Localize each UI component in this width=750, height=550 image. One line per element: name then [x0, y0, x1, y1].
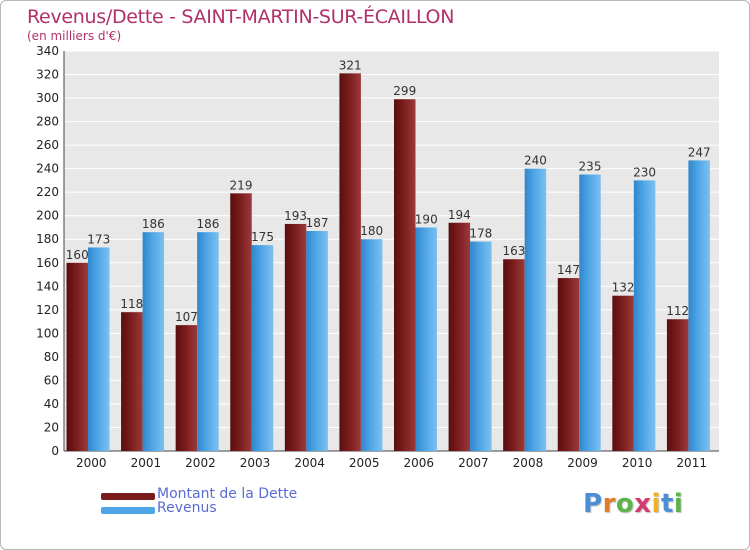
y-tick-label: 0	[51, 444, 59, 458]
bar-revenus	[415, 227, 437, 451]
x-tick-label: 2007	[458, 456, 489, 470]
bar-revenus	[688, 160, 710, 452]
data-label: 230	[633, 165, 656, 179]
x-tick-label: 2003	[240, 456, 271, 470]
bar-revenus	[524, 168, 547, 451]
data-label: 180	[360, 224, 383, 238]
data-label: 299	[393, 84, 416, 98]
x-tick-label: 2008	[513, 456, 544, 470]
y-tick-label: 20	[44, 420, 59, 434]
y-tick-label: 100	[36, 326, 59, 340]
x-tick-label: 2002	[185, 456, 216, 470]
data-label: 107	[175, 310, 198, 324]
bar-dette	[612, 295, 634, 451]
data-label: 193	[284, 209, 307, 223]
data-label: 247	[688, 145, 711, 159]
bar-revenus	[633, 180, 656, 452]
bar-dette	[175, 325, 198, 451]
x-tick-label: 2009	[567, 456, 598, 470]
data-label: 147	[557, 263, 580, 277]
bar-dette	[394, 99, 416, 451]
y-tick-label: 220	[36, 185, 59, 199]
y-tick-label: 60	[44, 373, 59, 387]
x-tick-label: 2000	[76, 456, 107, 470]
bar-revenus	[88, 247, 110, 451]
bar-revenus	[579, 174, 601, 451]
x-tick-label: 2006	[404, 456, 435, 470]
proxiti-logo: Proxiti	[583, 489, 684, 519]
data-label: 160	[66, 248, 89, 262]
plot-area	[64, 51, 719, 451]
data-label: 173	[87, 232, 110, 246]
y-tick-label: 140	[36, 279, 59, 293]
y-tick-label: 260	[36, 138, 59, 152]
bar-dette	[230, 193, 252, 451]
bar-revenus	[251, 245, 274, 451]
legend-swatch-dette	[101, 492, 155, 500]
x-tick-label: 2010	[622, 456, 653, 470]
x-tick-label: 2001	[131, 456, 162, 470]
y-tick-label: 300	[36, 91, 59, 105]
legend-label-revenus: Revenus	[157, 500, 217, 516]
data-label: 240	[524, 154, 547, 168]
x-tick-label: 2005	[349, 456, 380, 470]
legend-item-dette: Montant de la Dette	[101, 486, 297, 504]
bar-dette	[284, 223, 307, 451]
x-tick-label: 2011	[676, 456, 707, 470]
data-label: 186	[196, 217, 219, 231]
bar-dette	[121, 312, 143, 451]
data-label: 178	[469, 227, 492, 241]
x-tick-label: 2004	[294, 456, 325, 470]
bar-revenus	[306, 231, 328, 451]
data-label: 194	[448, 208, 471, 222]
data-label: 219	[230, 178, 253, 192]
chart-subtitle: (en milliers d'€)	[27, 29, 122, 43]
y-tick-label: 160	[36, 256, 59, 270]
bar-revenus	[360, 239, 383, 451]
y-tick-label: 200	[36, 209, 59, 223]
y-tick-label: 40	[44, 397, 59, 411]
bar-revenus	[142, 232, 165, 451]
bar-dette	[557, 278, 580, 451]
y-tick-label: 240	[36, 162, 59, 176]
data-label: 187	[306, 216, 329, 230]
bar-revenus	[197, 232, 219, 451]
data-label: 235	[579, 160, 602, 174]
data-label: 190	[415, 212, 438, 226]
bar-revenus	[470, 241, 492, 451]
bar-dette	[66, 262, 88, 451]
bar-dette	[666, 319, 689, 451]
data-label: 118	[120, 297, 143, 311]
data-label: 112	[666, 304, 689, 318]
y-tick-label: 280	[36, 115, 59, 129]
data-label: 175	[251, 230, 274, 244]
y-tick-label: 120	[36, 303, 59, 317]
legend-item-revenus: Revenus	[101, 500, 217, 518]
bar-dette	[503, 259, 525, 451]
legend-label-dette: Montant de la Dette	[157, 486, 298, 502]
y-tick-label: 180	[36, 232, 59, 246]
y-tick-label: 340	[36, 44, 59, 58]
y-tick-label: 320	[36, 68, 59, 82]
data-label: 163	[502, 244, 525, 258]
chart-title: Revenus/Dette - SAINT-MARTIN-SUR-ÉCAILLO…	[27, 6, 455, 28]
data-label: 321	[339, 58, 362, 72]
data-label: 132	[612, 281, 635, 295]
y-tick-label: 80	[44, 350, 59, 364]
bar-dette	[448, 222, 471, 451]
bar-dette	[339, 73, 361, 452]
data-label: 186	[142, 217, 165, 231]
legend-swatch-revenus	[101, 506, 155, 514]
